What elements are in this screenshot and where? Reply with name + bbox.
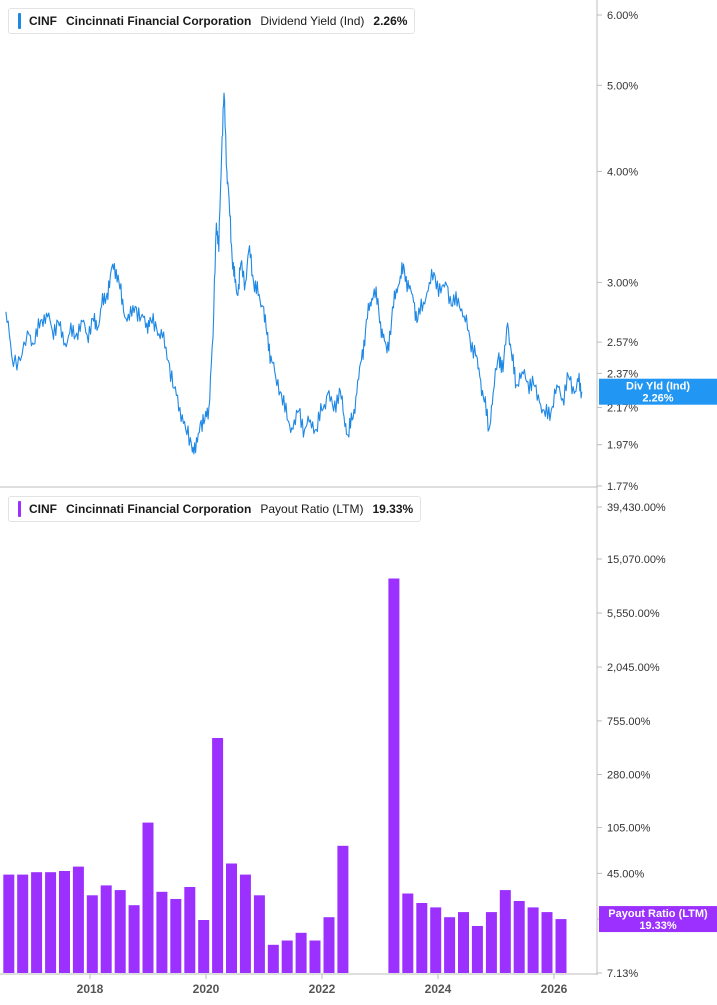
y-tick-label: 4.00%: [607, 166, 638, 178]
y-tick-label: 1.97%: [607, 440, 638, 452]
payout-bar[interactable]: [402, 893, 414, 974]
payout-bar[interactable]: [114, 890, 126, 973]
y-tick-label: 39,430.00%: [607, 502, 666, 514]
legend-ticker: CINF: [29, 14, 57, 28]
y-tick-label: 2.17%: [607, 402, 638, 414]
y-tick-label: 2.57%: [607, 337, 638, 349]
legend-value: 2.26%: [373, 14, 408, 28]
y-tick-label: 5.00%: [607, 80, 638, 92]
payout-bar[interactable]: [72, 866, 84, 973]
legend-value: 19.33%: [372, 502, 414, 516]
y-tick-label: 280.00%: [607, 770, 651, 782]
payout-bar[interactable]: [388, 578, 400, 974]
legend-company-name: Cincinnati Financial Corporation: [66, 14, 252, 28]
y-tick-label: 7.13%: [607, 968, 638, 980]
x-tick-label: 2026: [541, 982, 568, 996]
payout-bar[interactable]: [253, 895, 265, 973]
payout-bar[interactable]: [100, 885, 112, 973]
series-color-swatch: [18, 13, 21, 29]
y-tick-label: 45.00%: [607, 868, 645, 880]
payout-bar[interactable]: [416, 903, 428, 973]
legend-metric: Dividend Yield (Ind): [260, 14, 365, 28]
payout-bar[interactable]: [45, 872, 57, 973]
payout-bar[interactable]: [323, 917, 335, 973]
payout-bar[interactable]: [142, 822, 154, 973]
series-color-swatch: [18, 501, 21, 517]
payout-bar[interactable]: [184, 887, 196, 973]
payout-bar[interactable]: [541, 912, 553, 973]
current-yield-tag-value: 2.26%: [642, 393, 673, 405]
y-tick-label: 6.00%: [607, 10, 638, 22]
payout-bar[interactable]: [527, 907, 539, 973]
y-tick-label: 2,045.00%: [607, 662, 660, 674]
payout-bar[interactable]: [295, 932, 307, 973]
y-tick-label: 105.00%: [607, 823, 651, 835]
payout-bar[interactable]: [198, 920, 210, 973]
payout-bar[interactable]: [309, 940, 321, 974]
x-tick-label: 2018: [77, 982, 104, 996]
payout-bar[interactable]: [458, 912, 469, 973]
payout-bar[interactable]: [555, 919, 567, 973]
legend-company-name: Cincinnati Financial Corporation: [66, 502, 252, 516]
y-tick-label: 1.77%: [607, 481, 638, 493]
payout-bar[interactable]: [128, 905, 140, 973]
y-tick-label: 15,070.00%: [607, 554, 666, 566]
payout-bar[interactable]: [499, 890, 511, 973]
x-tick-label: 2020: [193, 982, 220, 996]
payout-bar[interactable]: [444, 917, 456, 973]
payout-bar[interactable]: [156, 891, 168, 973]
payout-bar[interactable]: [513, 901, 525, 973]
current-yield-tag: [599, 378, 717, 405]
legend-ticker: CINF: [29, 502, 57, 516]
current-yield-tag-label: Div Yld (Ind): [626, 381, 690, 393]
payout-bar[interactable]: [17, 874, 29, 973]
x-tick-label: 2022: [309, 982, 336, 996]
dividend-yield-legend[interactable]: CINF Cincinnati Financial Corporation Di…: [8, 8, 416, 34]
payout-bar[interactable]: [3, 874, 15, 973]
payout-bar[interactable]: [212, 738, 224, 973]
y-tick-label: 5,550.00%: [607, 608, 660, 620]
payout-bar[interactable]: [471, 926, 483, 973]
payout-bar[interactable]: [430, 907, 442, 973]
dividend-yield-line[interactable]: [5, 92, 583, 455]
payout-bar[interactable]: [337, 845, 349, 973]
y-tick-label: 755.00%: [607, 716, 651, 728]
y-tick-label: 2.37%: [607, 368, 638, 380]
x-tick-label: 2024: [425, 982, 452, 996]
payout-bar[interactable]: [86, 895, 98, 973]
payout-bar[interactable]: [170, 899, 182, 973]
payout-bar[interactable]: [31, 872, 43, 973]
payout-bar[interactable]: [59, 871, 70, 973]
payout-bar[interactable]: [485, 912, 497, 973]
current-payout-tag-label: Payout Ratio (LTM): [608, 908, 708, 920]
payout-ratio-legend[interactable]: CINF Cincinnati Financial Corporation Pa…: [8, 496, 422, 522]
current-payout-tag: [599, 906, 717, 933]
payout-bar[interactable]: [226, 863, 237, 974]
y-tick-label: 3.00%: [607, 277, 638, 289]
current-payout-tag-value: 19.33%: [639, 920, 677, 932]
legend-metric: Payout Ratio (LTM): [260, 502, 364, 516]
payout-bar[interactable]: [239, 874, 251, 973]
payout-bar[interactable]: [281, 940, 293, 974]
payout-bar[interactable]: [267, 944, 279, 973]
